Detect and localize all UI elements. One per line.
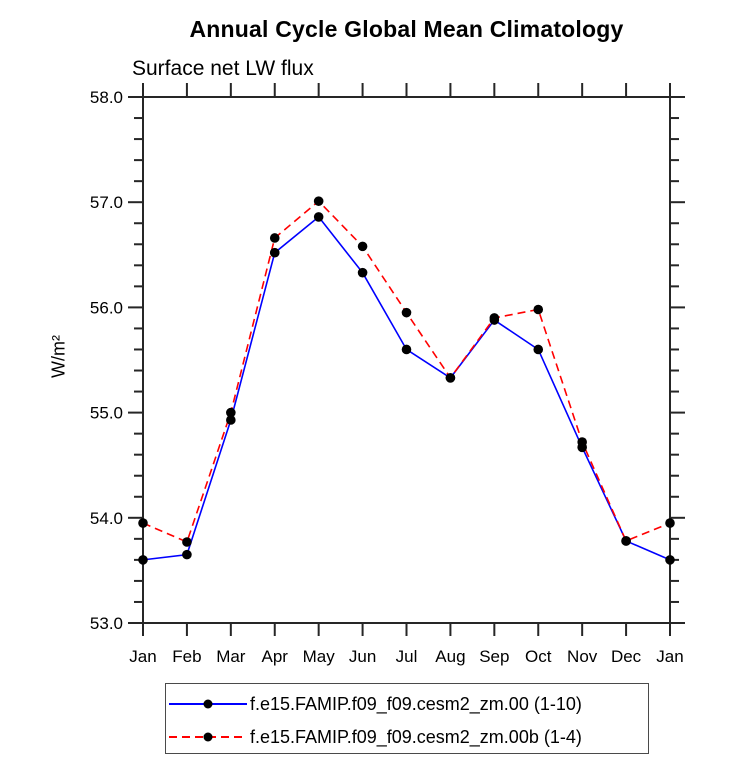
x-tick-label: May [303, 647, 336, 666]
plot-frame [142, 84, 671, 636]
y-tick-label: 56.0 [90, 298, 123, 317]
data-point [533, 344, 544, 355]
x-tick-label: Feb [172, 647, 201, 666]
data-point [138, 555, 148, 565]
legend-item-0: f.e15.FAMIP.f09_f09.cesm2_zm.00 (1-10) [169, 692, 582, 716]
series-line-1 [142, 200, 671, 544]
y-tick-label: 58.0 [90, 88, 123, 107]
data-point [533, 304, 544, 315]
legend-item-1: f.e15.FAMIP.f09_f09.cesm2_zm.00b (1-4) [169, 725, 582, 749]
series-markers-1 [138, 196, 675, 547]
data-point [489, 313, 500, 323]
series-line-0 [142, 215, 671, 561]
y-tick-label: 57.0 [90, 193, 123, 212]
data-point [621, 536, 631, 546]
x-tick-label: Oct [525, 647, 552, 666]
data-point [577, 437, 587, 447]
data-point [313, 212, 324, 222]
data-point [357, 267, 368, 278]
y-tick-label: 55.0 [90, 404, 123, 423]
legend-label-0: f.e15.FAMIP.f09_f09.cesm2_zm.00 (1-10) [250, 693, 582, 714]
chart-subtitle: Surface net LW flux [132, 57, 314, 80]
x-tick-label: Jul [396, 647, 418, 666]
data-point [226, 407, 236, 418]
y-axis-ticks [128, 96, 685, 624]
legend-marker-dashed-line-icon [169, 732, 247, 742]
x-tick-label: Jun [349, 647, 376, 666]
data-point [269, 247, 280, 258]
x-tick-label: Jan [656, 647, 683, 666]
x-tick-label: Sep [479, 647, 509, 666]
x-tick-labels: Jan Feb Mar Apr May Jun Jul Aug Sep Oct Nov Dec Jan [129, 647, 683, 666]
data-point [665, 518, 675, 528]
series-markers-0 [138, 212, 675, 565]
data-point [138, 518, 148, 528]
y-tick-labels: 53.0 54.0 55.0 56.0 57.0 58.0 [90, 88, 123, 633]
x-axis-ticks [142, 83, 671, 636]
x-tick-label: Apr [262, 647, 289, 666]
chart-title: Annual Cycle Global Mean Climatology [189, 16, 624, 42]
legend: f.e15.FAMIP.f09_f09.cesm2_zm.00 (1-10) f… [165, 683, 649, 754]
data-point [182, 549, 192, 560]
data-point [445, 373, 456, 383]
data-point [226, 415, 236, 425]
data-point [313, 196, 324, 206]
x-tick-label: Dec [611, 647, 642, 666]
y-tick-label: 54.0 [90, 509, 123, 528]
data-point [269, 233, 280, 243]
data-point [665, 555, 675, 565]
data-point [401, 307, 412, 318]
x-tick-label: Aug [435, 647, 465, 666]
y-tick-label: 53.0 [90, 614, 123, 633]
x-tick-label: Jan [129, 647, 156, 666]
legend-label-1: f.e15.FAMIP.f09_f09.cesm2_zm.00b (1-4) [250, 726, 582, 747]
x-tick-label: Nov [567, 647, 598, 666]
legend-marker-solid-line-icon [169, 699, 247, 709]
data-point [357, 241, 368, 252]
data-point [401, 344, 412, 355]
x-tick-label: Mar [216, 647, 246, 666]
data-point [182, 537, 192, 547]
